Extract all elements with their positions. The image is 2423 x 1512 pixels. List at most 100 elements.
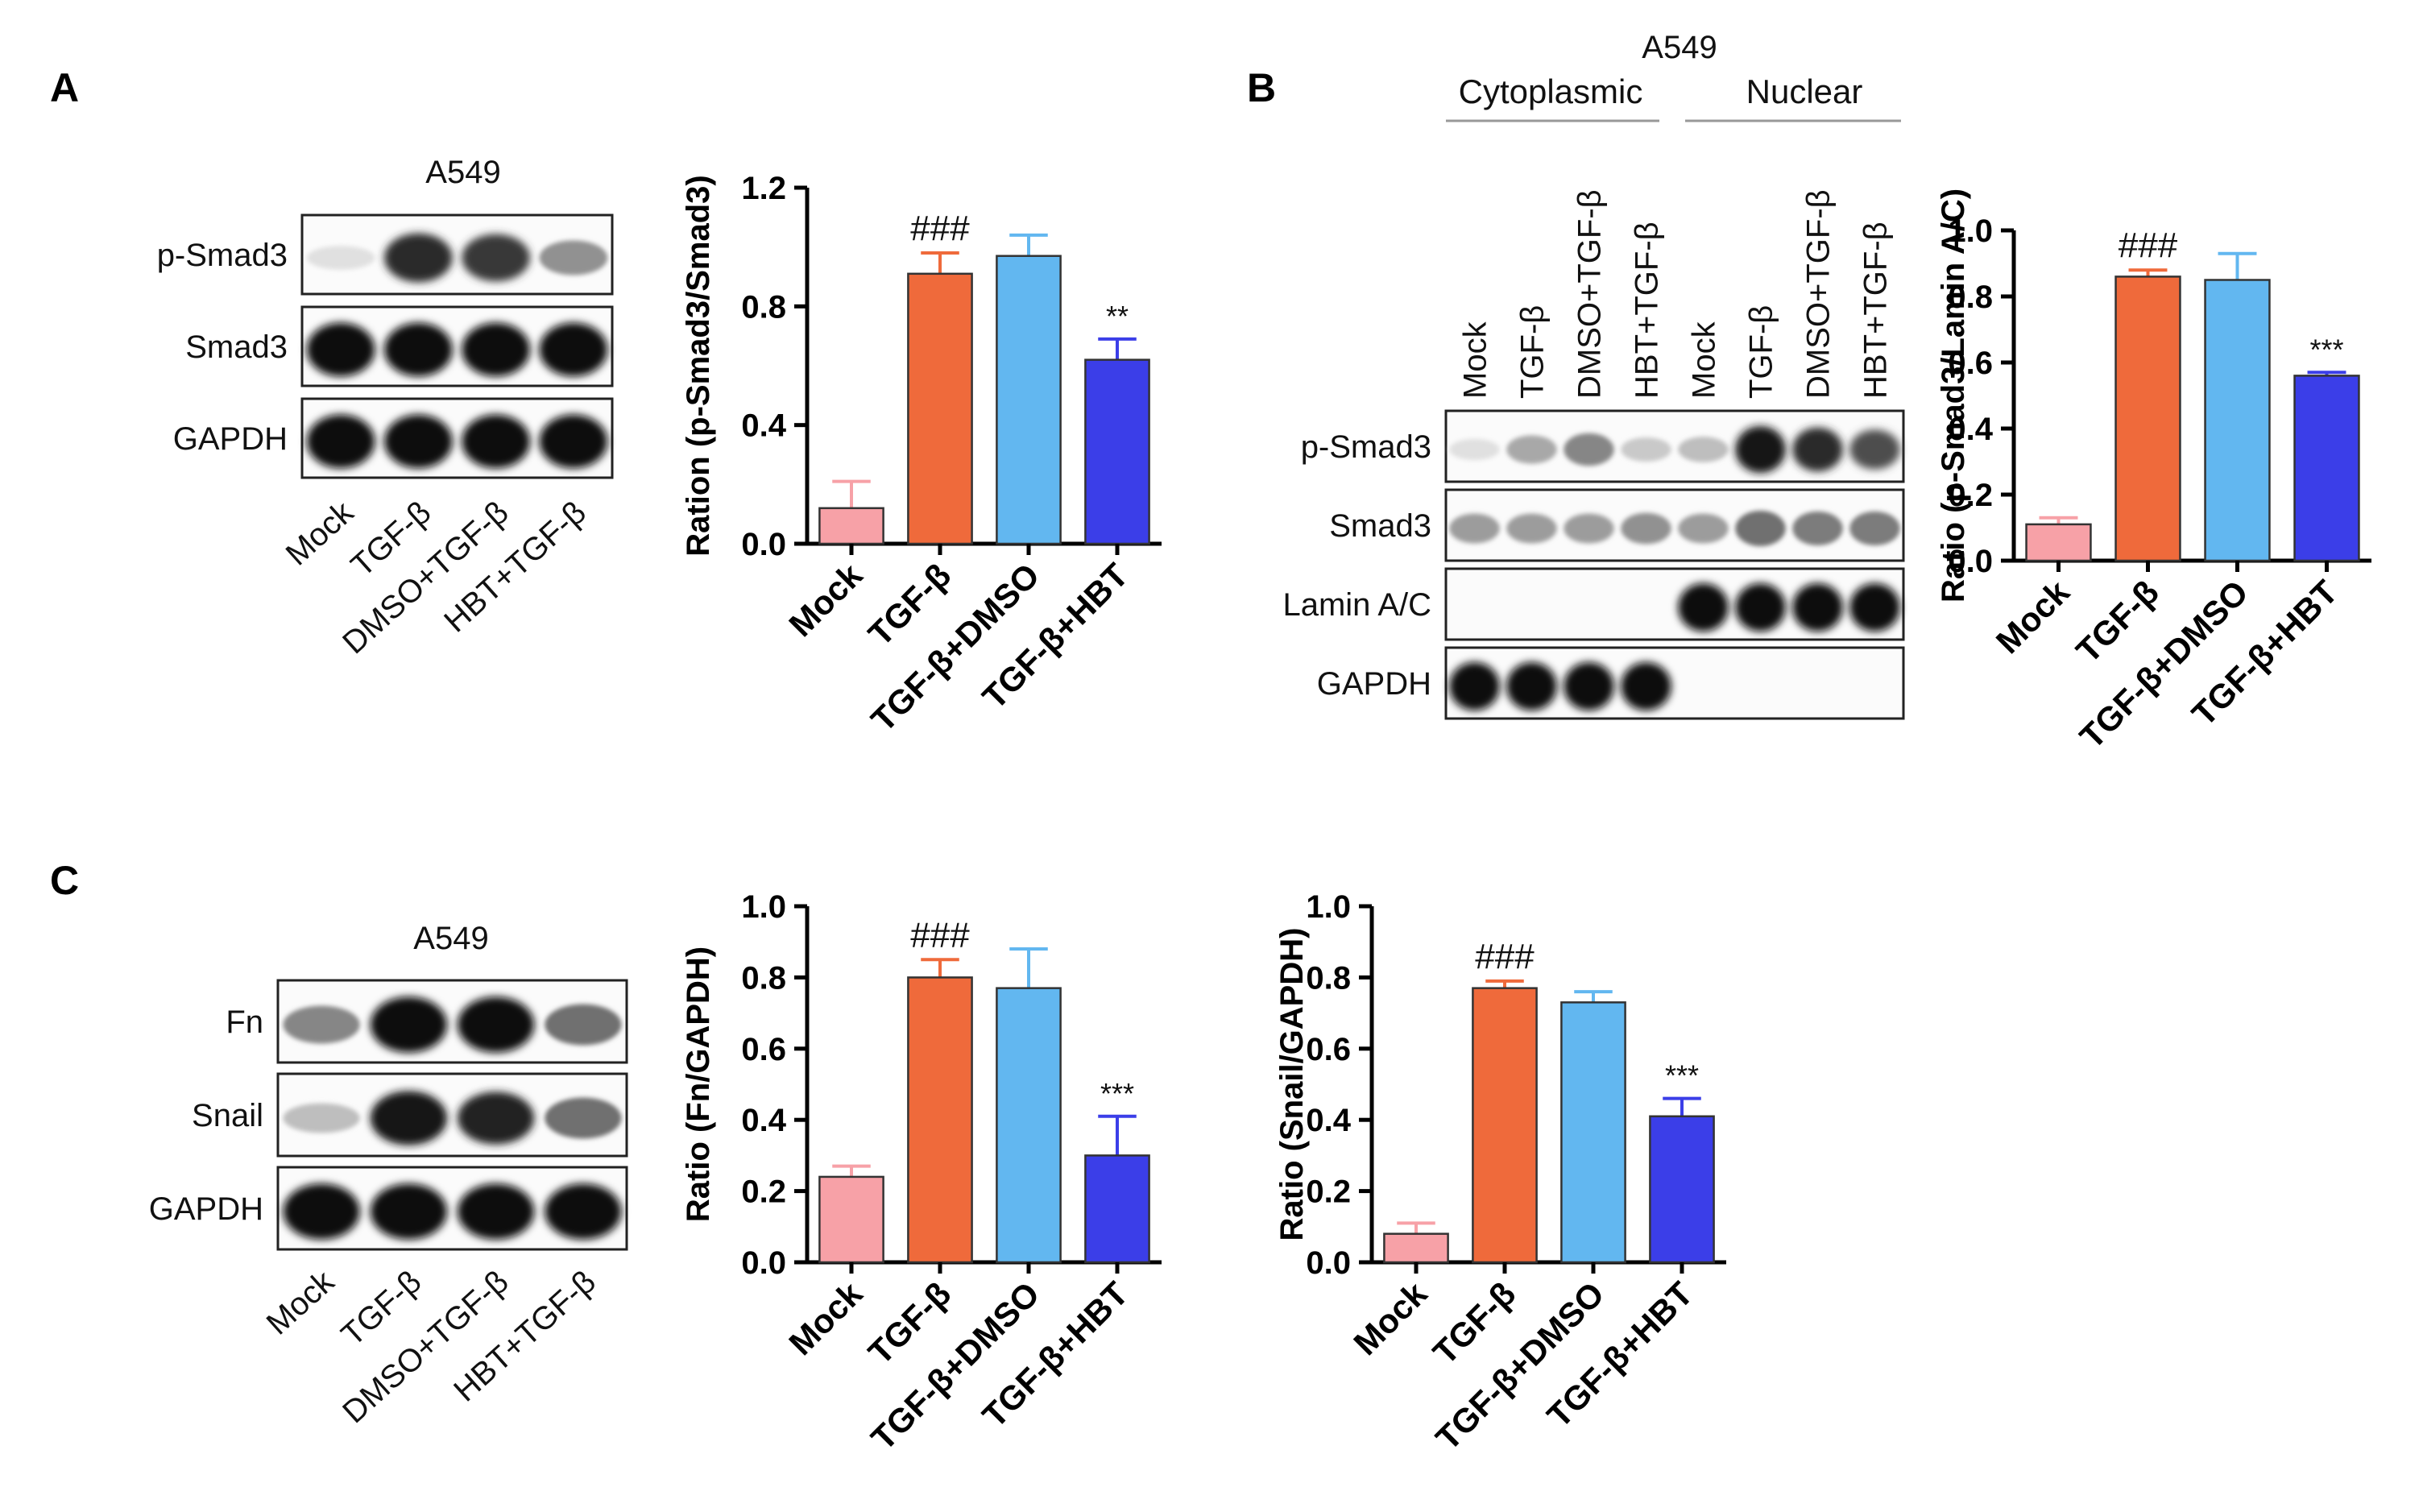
blot-band [1792, 583, 1843, 632]
y-axis-label: Ratio (p-Smad3/Lamin A/C) [1936, 188, 1971, 603]
blot-band [457, 1183, 535, 1240]
blot-lane-label: Mock [1458, 321, 1493, 399]
bar [1084, 1154, 1150, 1264]
blot-band [1735, 425, 1786, 474]
blot-lane-label: DMSO+TGF-β [1801, 189, 1837, 399]
blot-band [539, 414, 608, 469]
blot-band [384, 414, 453, 469]
bar [2204, 279, 2271, 562]
bar [1472, 987, 1538, 1264]
significance-label: ### [1475, 937, 1535, 976]
y-axis-label: Ratio (Snail/GAPDH) [1274, 928, 1310, 1241]
blot-band [1506, 513, 1557, 544]
blot-b-cell-line: A549 [1642, 30, 1717, 65]
blot-band [1621, 662, 1671, 710]
bar-chart-c-fn: 0.0 0.2 0.4 0.6 0.8 1.0 Ratio (Fn/GAPDH) Mock ##… [681, 889, 1162, 1457]
blot-row-label: Snail [192, 1098, 263, 1133]
bar [1084, 358, 1150, 545]
y-tick-label: 0.8 [741, 289, 786, 325]
blot-band [1506, 435, 1557, 464]
blot-band [1621, 512, 1671, 545]
blot-band [545, 1097, 622, 1139]
significance-label: ### [910, 915, 970, 955]
blot-band [306, 322, 375, 377]
blot-band [1678, 437, 1729, 462]
blot-band [1849, 583, 1900, 632]
blot-band [1792, 427, 1843, 472]
blot-band [539, 322, 608, 377]
blot-c-cell-line: A549 [413, 921, 488, 956]
y-tick-label: 0.2 [1948, 478, 1993, 513]
bar [907, 272, 973, 545]
blot-band [1678, 513, 1729, 544]
blot-band [1849, 429, 1900, 470]
blot-band [539, 240, 608, 275]
bar [907, 976, 973, 1264]
blot-band [370, 1091, 448, 1145]
blot-band [283, 1183, 360, 1240]
blot-a-cell-line: A549 [425, 155, 500, 190]
blot-band [1849, 511, 1900, 546]
bar [2293, 375, 2360, 562]
significance-label: ** [1106, 300, 1129, 333]
blot-lane-label: TGF-β [1744, 305, 1779, 399]
y-tick-label: 0.4 [741, 408, 786, 444]
bar [2114, 275, 2181, 562]
blot-row-label: Fn [226, 1005, 263, 1040]
y-tick-label: 0.2 [741, 1174, 786, 1210]
significance-label: *** [1665, 1059, 1699, 1092]
blot-lane-label: Mock [1687, 321, 1722, 399]
y-tick-label: 0.0 [741, 1245, 786, 1281]
blot-band [283, 1005, 360, 1044]
blot-b-group-cytoplasmic: Cytoplasmic [1459, 72, 1643, 110]
blot-row-label: p-Smad3 [157, 238, 288, 273]
y-axis-label: Ration (p-Smad3/Smad3) [681, 175, 716, 556]
blot-band [283, 1103, 360, 1133]
blot-row-label: GAPDH [1317, 666, 1431, 702]
panel-letter-a: A [50, 65, 79, 110]
bar [818, 1175, 884, 1264]
y-tick-label: 0.8 [1306, 960, 1351, 996]
blot-band [370, 1183, 448, 1240]
bar [1649, 1115, 1715, 1264]
western-blot-panel-b: A549 Cytoplasmic Nuclear p-Smad3 Smad3 Lam… [1282, 30, 1905, 720]
blot-lane-label: Mock [260, 1263, 342, 1341]
blot-band [462, 234, 530, 282]
blot-band [545, 1004, 622, 1046]
y-tick-label: 1.0 [1948, 213, 1993, 249]
blot-lane-label: DMSO+TGF-β [1572, 189, 1608, 399]
blot-band [370, 996, 448, 1053]
x-tick-label: Mock [1346, 1274, 1435, 1363]
bar [1560, 1001, 1626, 1264]
blot-band [384, 322, 453, 377]
panel-letter-b: B [1247, 65, 1276, 110]
blot-band [1564, 433, 1614, 466]
blot-lane-label: HBT+TGF-β [1630, 222, 1665, 399]
blot-band [1621, 437, 1671, 462]
y-tick-label: 0.0 [741, 527, 786, 562]
blot-lane-label: TGF-β [1515, 305, 1551, 399]
blot-row-label: p-Smad3 [1301, 429, 1431, 465]
bar [2025, 523, 2092, 562]
y-tick-label: 0.2 [1306, 1174, 1351, 1210]
y-tick-label: 0.4 [1948, 412, 1993, 447]
blot-band [1735, 511, 1786, 546]
blot-lane-label: HBT+TGF-β [1858, 222, 1894, 399]
y-tick-label: 0.0 [1948, 544, 1993, 579]
y-tick-label: 0.0 [1306, 1245, 1351, 1281]
significance-label: ### [2119, 226, 2178, 265]
blot-band [1792, 511, 1843, 546]
blot-band [1564, 513, 1614, 544]
blot-row-label: Smad3 [185, 329, 288, 365]
bar [818, 507, 884, 545]
blot-band [462, 414, 530, 469]
blot-row-label: GAPDH [149, 1191, 263, 1227]
blot-band [457, 1092, 535, 1145]
y-tick-label: 0.4 [741, 1103, 786, 1138]
blot-band [462, 322, 530, 377]
blot-band [1449, 438, 1500, 461]
